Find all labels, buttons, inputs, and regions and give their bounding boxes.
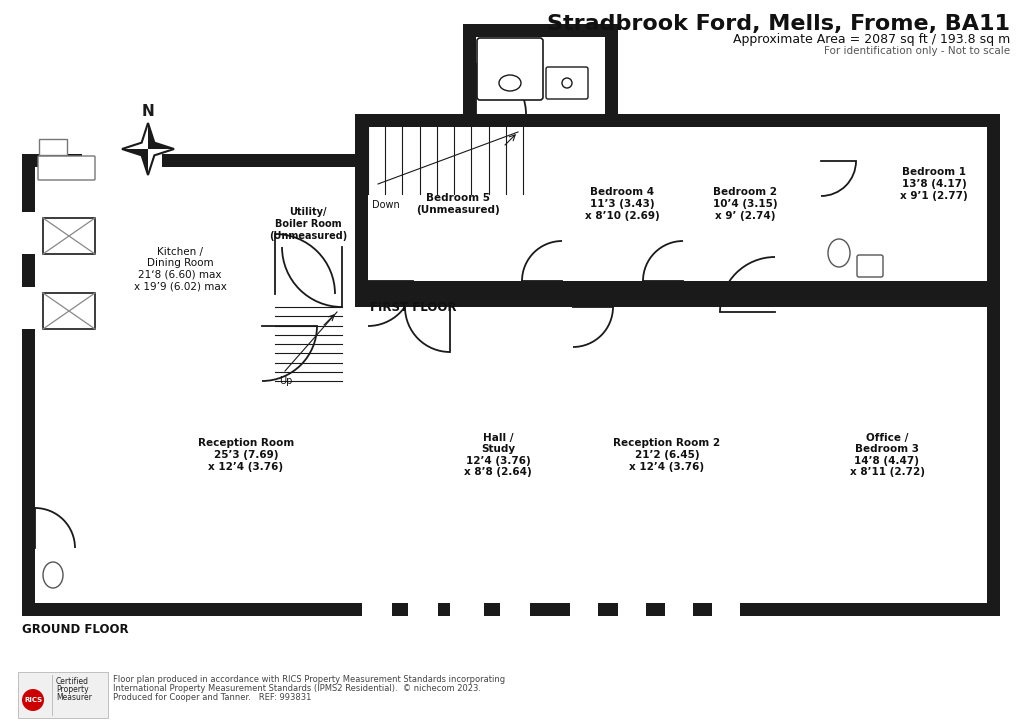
Bar bbox=[500, 603, 530, 616]
Text: Bedroom 5
(Unmeasured): Bedroom 5 (Unmeasured) bbox=[416, 193, 500, 215]
Text: GROUND FLOOR: GROUND FLOOR bbox=[22, 623, 129, 636]
Text: Kitchen /
Dining Room
21‘8 (6.60) max
x 19’9 (6.02) max: Kitchen / Dining Room 21‘8 (6.60) max x … bbox=[133, 247, 226, 291]
Text: Utility/
Boiler Room
(Unmeasured): Utility/ Boiler Room (Unmeasured) bbox=[269, 207, 347, 240]
Bar bbox=[821, 161, 868, 281]
Text: Approximate Area = 2087 sq ft / 193.8 sq m: Approximate Area = 2087 sq ft / 193.8 sq… bbox=[733, 33, 1010, 46]
Bar bbox=[560, 294, 573, 603]
Text: Bedroom 1
13’8 (4.17)
x 9’1 (2.77): Bedroom 1 13’8 (4.17) x 9’1 (2.77) bbox=[900, 167, 968, 201]
FancyBboxPatch shape bbox=[857, 255, 883, 277]
Text: Reception Room 2
21’2 (6.45)
x 12’4 (3.76): Reception Room 2 21’2 (6.45) x 12’4 (3.7… bbox=[613, 439, 721, 471]
Bar bbox=[35, 167, 175, 196]
Bar bbox=[788, 307, 987, 603]
Bar bbox=[368, 127, 987, 281]
Bar bbox=[275, 167, 355, 294]
Bar bbox=[618, 603, 646, 616]
Bar bbox=[368, 127, 987, 281]
Bar bbox=[39, 139, 67, 155]
Text: Down: Down bbox=[372, 200, 399, 210]
Bar bbox=[35, 167, 342, 603]
Bar bbox=[35, 307, 987, 603]
Bar bbox=[368, 127, 562, 281]
Bar bbox=[463, 24, 618, 114]
Bar bbox=[22, 154, 355, 616]
Text: Reception Room
25’3 (7.69)
x 12’4 (3.76): Reception Room 25’3 (7.69) x 12’4 (3.76) bbox=[198, 439, 294, 471]
Text: Bedroom 4
11’3 (3.43)
x 8’10 (2.69): Bedroom 4 11’3 (3.43) x 8’10 (2.69) bbox=[585, 188, 659, 221]
Bar bbox=[22, 294, 1000, 616]
Text: International Property Measurement Standards (IPMS2 Residential).  © nichecom 20: International Property Measurement Stand… bbox=[113, 684, 481, 693]
Bar bbox=[821, 148, 868, 161]
Bar bbox=[35, 167, 342, 603]
Bar bbox=[712, 603, 740, 616]
Bar bbox=[262, 294, 355, 394]
Bar bbox=[696, 127, 808, 281]
Bar bbox=[575, 127, 683, 281]
Bar bbox=[35, 191, 160, 204]
Polygon shape bbox=[122, 149, 148, 175]
Bar bbox=[437, 294, 450, 603]
Text: Hall /
Study
12’4 (3.76)
x 8’8 (2.64): Hall / Study 12’4 (3.76) x 8’8 (2.64) bbox=[464, 433, 531, 477]
Bar bbox=[275, 294, 342, 381]
Bar bbox=[476, 101, 526, 114]
Text: Up: Up bbox=[279, 376, 293, 386]
Bar bbox=[275, 281, 335, 294]
Bar bbox=[140, 454, 153, 603]
Bar bbox=[35, 307, 437, 603]
Bar bbox=[821, 127, 987, 281]
Text: Stradbrook Ford, Mells, Frome, BA11: Stradbrook Ford, Mells, Frome, BA11 bbox=[547, 14, 1010, 34]
Bar bbox=[342, 187, 355, 247]
Bar bbox=[362, 603, 392, 616]
Text: Property: Property bbox=[56, 685, 89, 694]
Bar bbox=[275, 294, 355, 381]
Bar bbox=[881, 127, 987, 281]
Bar bbox=[408, 603, 438, 616]
Bar bbox=[868, 161, 881, 281]
Bar bbox=[35, 454, 175, 603]
Text: Measurer: Measurer bbox=[56, 693, 92, 702]
Bar bbox=[808, 127, 821, 281]
Bar bbox=[562, 127, 575, 281]
Bar bbox=[82, 154, 162, 167]
Bar bbox=[683, 127, 696, 281]
Polygon shape bbox=[122, 123, 174, 175]
Bar bbox=[262, 294, 355, 394]
Text: For identification only - Not to scale: For identification only - Not to scale bbox=[824, 46, 1010, 56]
Bar bbox=[35, 167, 342, 603]
Text: Produced for Cooper and Tanner.   REF: 993831: Produced for Cooper and Tanner. REF: 993… bbox=[113, 693, 311, 702]
Text: Floor plan produced in accordance with RICS Property Measurement Standards incor: Floor plan produced in accordance with R… bbox=[113, 675, 505, 684]
Ellipse shape bbox=[828, 239, 850, 267]
Bar bbox=[18, 672, 108, 718]
Text: Certified: Certified bbox=[56, 677, 89, 686]
Text: N: N bbox=[141, 104, 155, 119]
Text: RICS: RICS bbox=[24, 697, 42, 703]
Bar bbox=[665, 603, 693, 616]
Text: Bedroom 2
10’4 (3.15)
x 9’ (2.74): Bedroom 2 10’4 (3.15) x 9’ (2.74) bbox=[713, 188, 777, 221]
FancyBboxPatch shape bbox=[546, 67, 588, 99]
Bar bbox=[775, 294, 788, 603]
Bar bbox=[262, 154, 275, 294]
Bar bbox=[450, 307, 560, 603]
Bar bbox=[573, 307, 775, 603]
Bar bbox=[262, 326, 275, 381]
Bar bbox=[43, 293, 95, 329]
Bar bbox=[275, 167, 355, 294]
Bar bbox=[775, 312, 788, 367]
Bar bbox=[450, 603, 468, 616]
Bar bbox=[355, 114, 1000, 294]
Bar bbox=[22, 287, 35, 329]
Bar bbox=[262, 154, 275, 294]
FancyBboxPatch shape bbox=[477, 38, 543, 100]
Bar bbox=[22, 212, 35, 254]
Bar bbox=[454, 603, 484, 616]
Circle shape bbox=[22, 689, 44, 711]
Bar bbox=[35, 590, 140, 603]
Bar bbox=[43, 218, 95, 254]
Text: Office /
Bedroom 3
14’8 (4.47)
x 8’11 (2.72): Office / Bedroom 3 14’8 (4.47) x 8’11 (2… bbox=[850, 433, 925, 477]
Circle shape bbox=[562, 78, 572, 88]
Text: FIRST FLOOR: FIRST FLOOR bbox=[370, 301, 457, 314]
Polygon shape bbox=[148, 123, 174, 149]
Ellipse shape bbox=[499, 75, 521, 91]
Bar bbox=[35, 183, 175, 196]
FancyBboxPatch shape bbox=[38, 156, 95, 180]
Bar bbox=[570, 603, 598, 616]
Bar bbox=[175, 558, 188, 603]
